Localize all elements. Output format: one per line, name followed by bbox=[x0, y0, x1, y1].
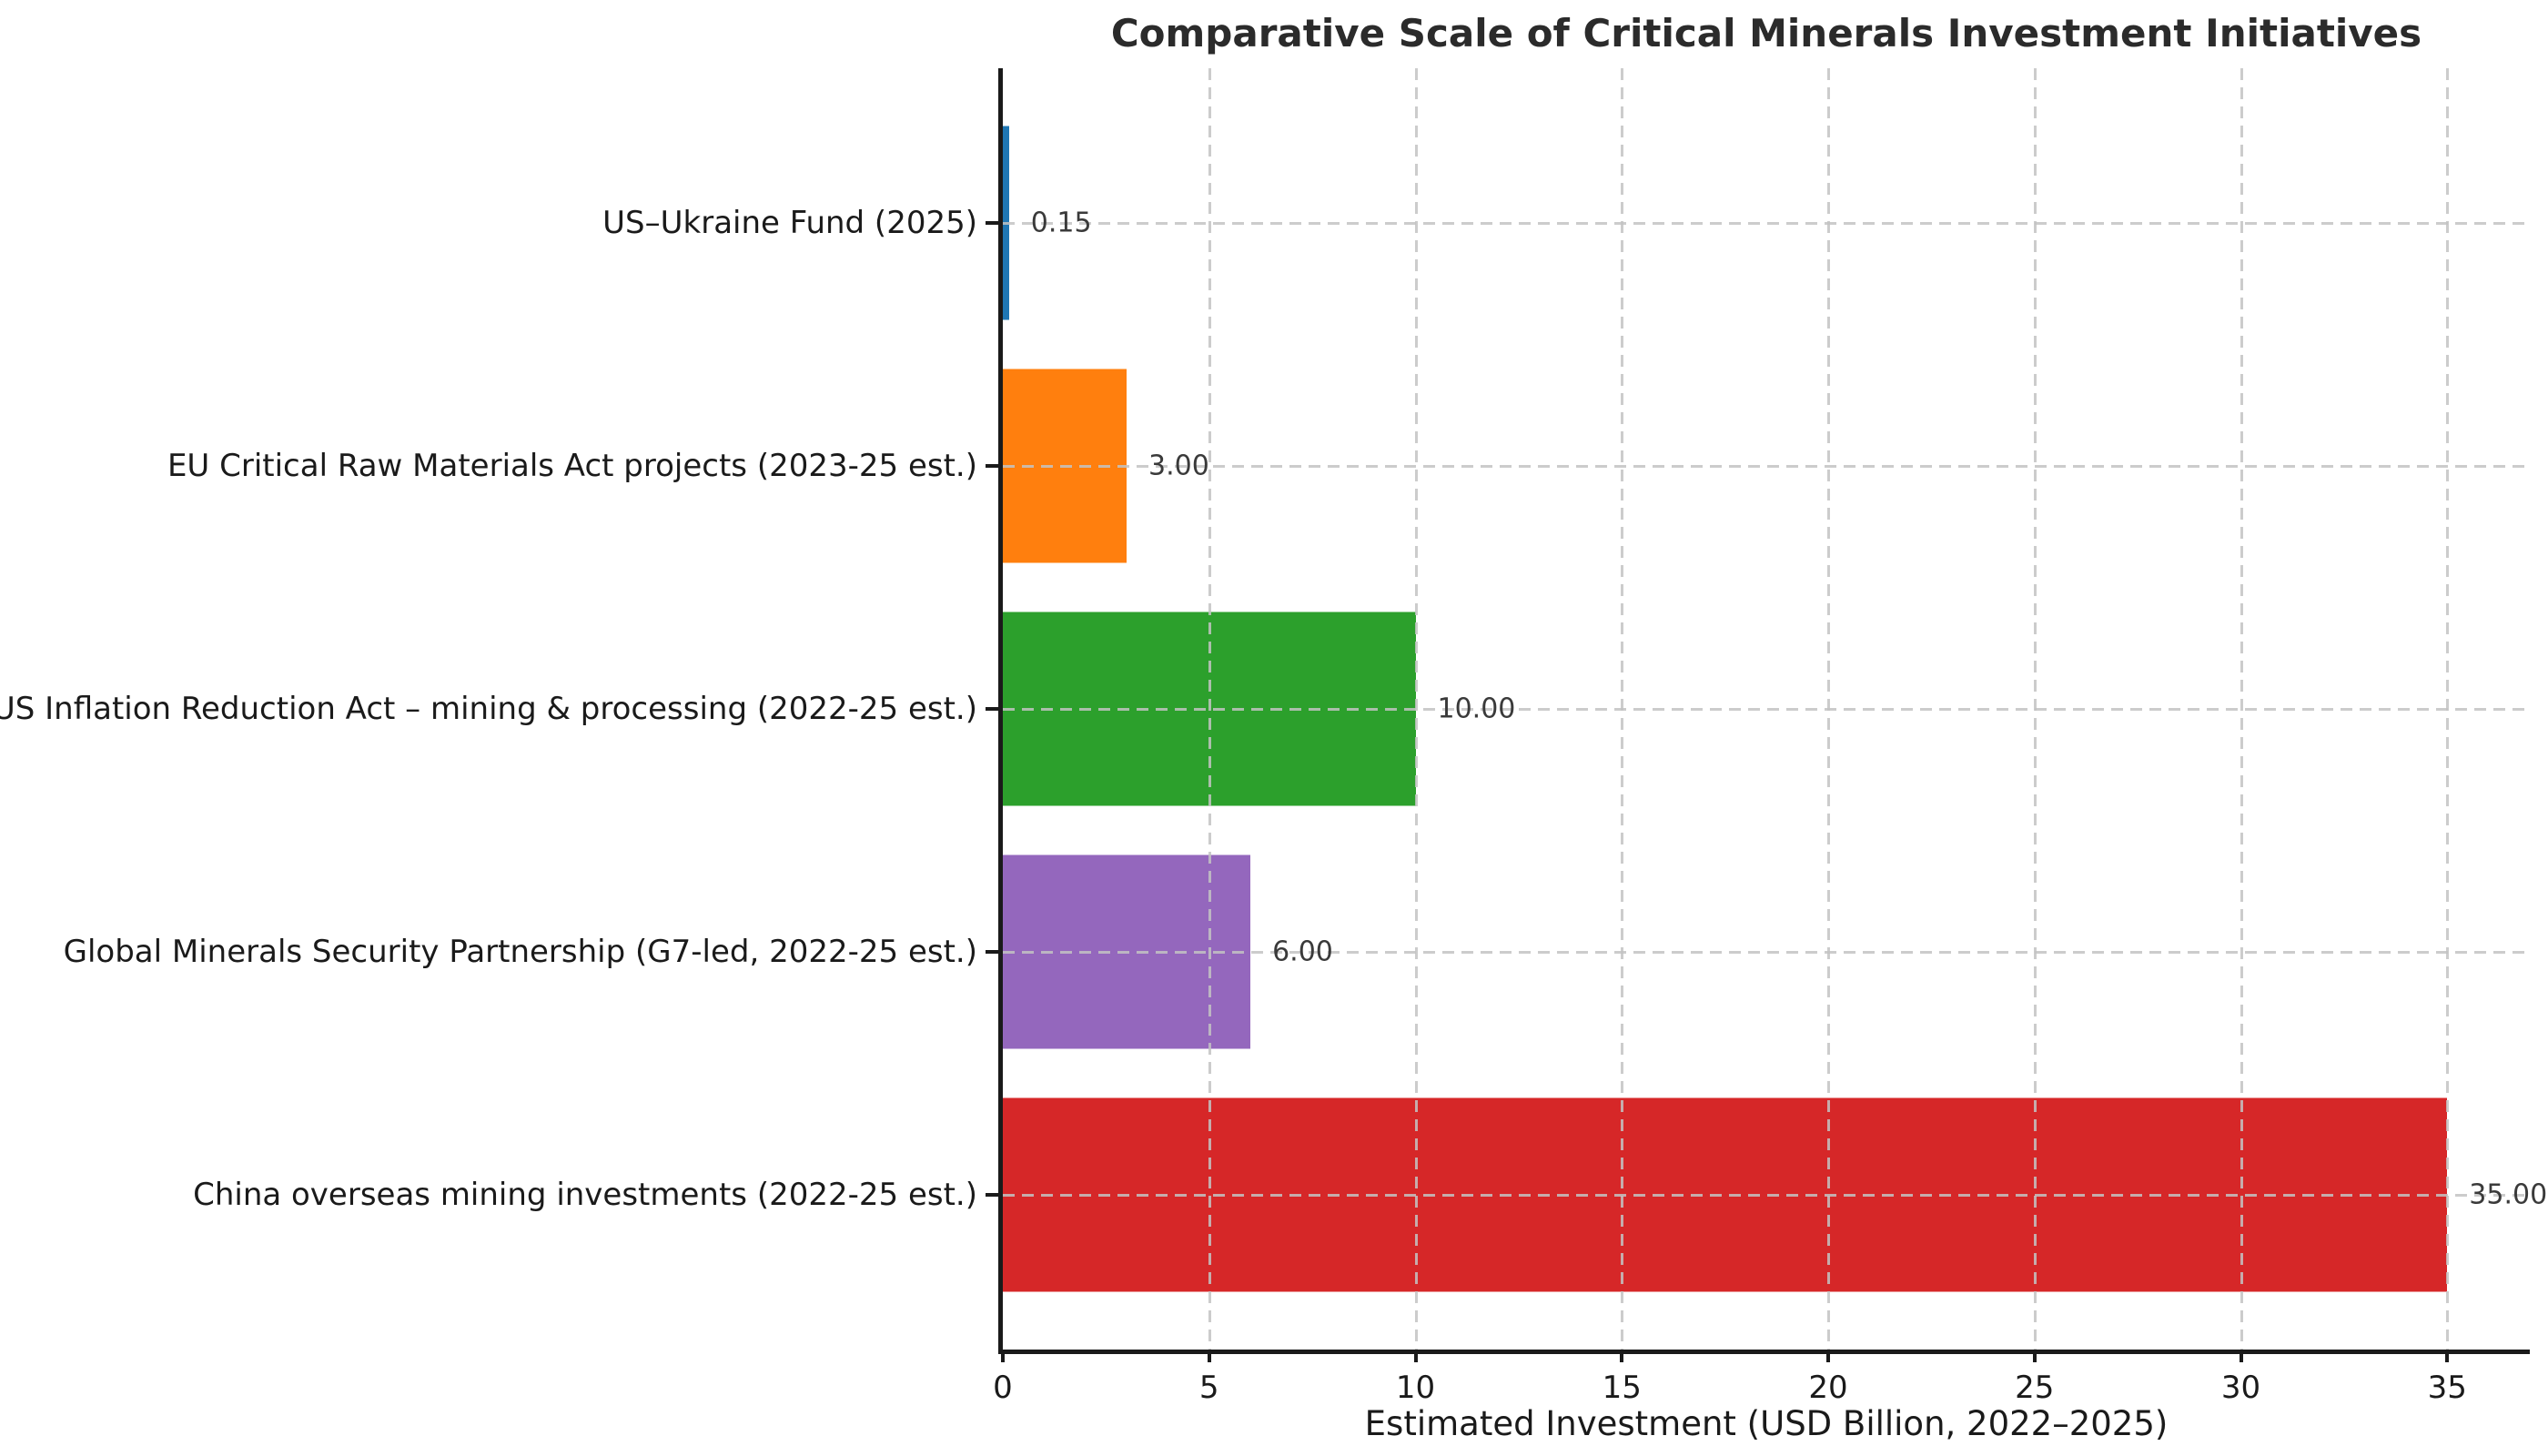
x-tick-mark bbox=[1001, 1350, 1005, 1362]
x-tick-label: 35 bbox=[2427, 1370, 2467, 1406]
category-label: EU Critical Raw Materials Act projects (… bbox=[167, 447, 977, 484]
category-label: China overseas mining investments (2022-… bbox=[193, 1177, 977, 1214]
x-tick-mark bbox=[1413, 1350, 1418, 1362]
y-tick-mark bbox=[986, 1193, 998, 1198]
gridline-vertical bbox=[1414, 68, 1418, 1350]
bar-row: US–Ukraine Fund (2025) 0.15 bbox=[602, 101, 2530, 344]
value-label: 10.00 bbox=[1437, 693, 1516, 725]
category-label: Global Minerals Security Partnership (G7… bbox=[63, 934, 977, 971]
x-tick-label: 0 bbox=[993, 1370, 1013, 1406]
gridline-horizontal bbox=[1003, 464, 2530, 468]
y-tick-mark bbox=[986, 220, 998, 225]
chart-title: Comparative Scale of Critical Minerals I… bbox=[1110, 11, 2422, 56]
bar-row: US Inflation Reduction Act – mining & pr… bbox=[0, 587, 2530, 830]
bar-row: China overseas mining investments (2022-… bbox=[193, 1074, 2547, 1317]
gridline-horizontal bbox=[1003, 221, 2530, 225]
gridline-horizontal bbox=[1003, 1194, 2530, 1198]
x-tick-label: 25 bbox=[2015, 1370, 2055, 1406]
gridline-vertical bbox=[1827, 68, 1831, 1350]
gridline-horizontal bbox=[1003, 951, 2530, 955]
gridline-vertical bbox=[2446, 68, 2450, 1350]
x-tick-mark bbox=[1620, 1350, 1624, 1362]
x-tick-label: 15 bbox=[1602, 1370, 1642, 1406]
y-tick-mark bbox=[986, 950, 998, 955]
bar-rows-container: US–Ukraine Fund (2025) 0.15 EU Critical Ra… bbox=[0, 68, 2547, 1350]
plot-area: US–Ukraine Fund (2025) 0.15 EU Critical Ra… bbox=[0, 68, 2547, 1406]
x-tick-label: 5 bbox=[1198, 1370, 1219, 1406]
x-tick-mark bbox=[2445, 1350, 2450, 1362]
x-tick-label: 20 bbox=[1808, 1370, 1848, 1406]
bar-row: EU Critical Raw Materials Act projects (… bbox=[167, 344, 2530, 587]
value-label: 3.00 bbox=[1148, 450, 1209, 482]
y-axis-spine bbox=[998, 68, 1003, 1354]
x-tick-label: 10 bbox=[1395, 1370, 1436, 1406]
category-label: US Inflation Reduction Act – mining & pr… bbox=[0, 690, 977, 727]
x-axis-label: Estimated Investment (USD Billion, 2022–… bbox=[1364, 1404, 2169, 1443]
x-tick-label: 30 bbox=[2220, 1370, 2261, 1406]
x-tick-mark bbox=[1826, 1350, 1831, 1362]
x-axis-spine bbox=[998, 1350, 2530, 1354]
value-label: 6.00 bbox=[1272, 935, 1333, 968]
y-tick-mark bbox=[986, 463, 998, 468]
bar-row: Global Minerals Security Partnership (G7… bbox=[64, 831, 2530, 1074]
x-tick-mark bbox=[1207, 1350, 1211, 1362]
x-tick-mark bbox=[2239, 1350, 2243, 1362]
gridline-vertical bbox=[1621, 68, 1624, 1350]
gridline-vertical bbox=[2240, 68, 2243, 1350]
value-label: 35.00 bbox=[2469, 1178, 2548, 1211]
y-tick-mark bbox=[986, 706, 998, 711]
gridline-horizontal bbox=[1003, 707, 2530, 711]
category-label: US–Ukraine Fund (2025) bbox=[602, 204, 977, 241]
x-tick-mark bbox=[2032, 1350, 2037, 1362]
gridline-vertical bbox=[1208, 68, 1211, 1350]
value-label: 0.15 bbox=[1030, 207, 1092, 239]
gridline-vertical bbox=[2033, 68, 2037, 1350]
